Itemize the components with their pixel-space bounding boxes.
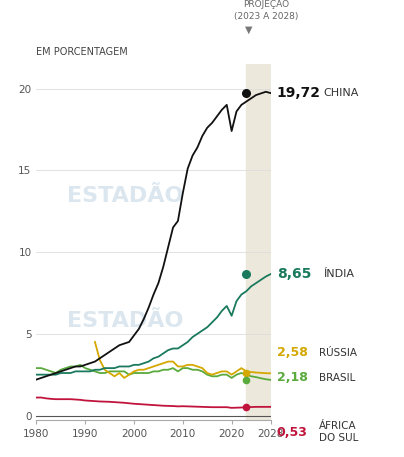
Text: ÍNDIA: ÍNDIA: [323, 269, 354, 279]
Text: ÁFRICA
DO SUL: ÁFRICA DO SUL: [319, 421, 358, 443]
Text: 2,18: 2,18: [277, 371, 307, 384]
Text: ▼: ▼: [244, 25, 252, 35]
Text: EM PORCENTAGEM: EM PORCENTAGEM: [36, 47, 128, 57]
Text: ESTADÃO: ESTADÃO: [67, 311, 184, 330]
Text: BRASIL: BRASIL: [319, 372, 356, 383]
Text: 0,53: 0,53: [277, 425, 307, 439]
Text: 8,65: 8,65: [277, 267, 311, 281]
Text: ESTADÃO: ESTADÃO: [67, 186, 184, 206]
Text: RÚSSIA: RÚSSIA: [319, 348, 357, 358]
Text: PROJEÇÃO
(2023 A 2028): PROJEÇÃO (2023 A 2028): [234, 0, 299, 21]
Text: 19,72: 19,72: [277, 86, 321, 100]
Text: CHINA: CHINA: [323, 88, 359, 98]
Bar: [246, 64, 271, 420]
Text: 2,58: 2,58: [277, 346, 307, 359]
